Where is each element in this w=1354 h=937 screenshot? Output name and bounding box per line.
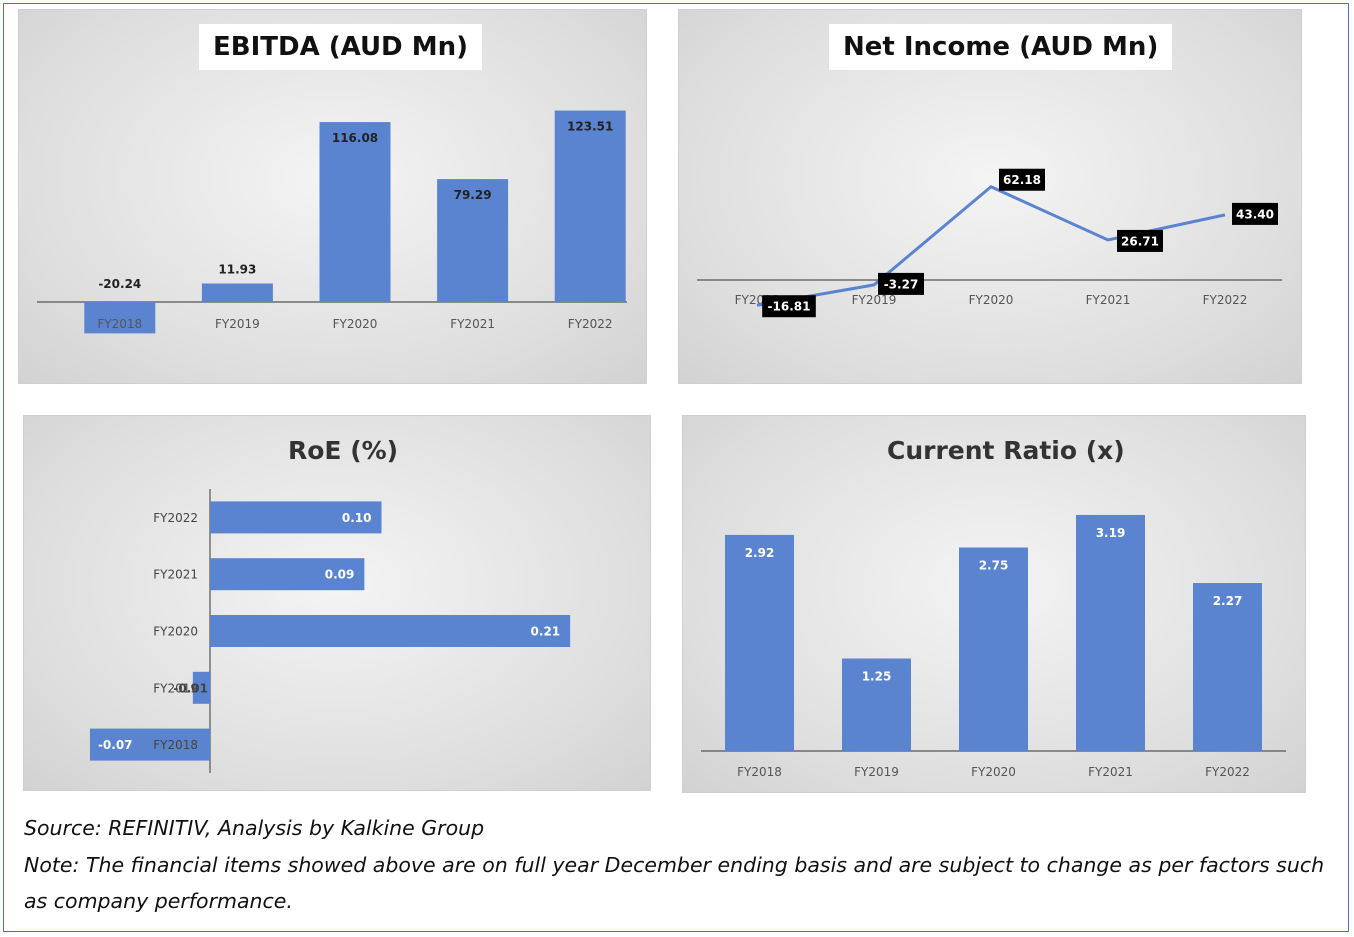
net-income-chart-panel: Net Income (AUD Mn) FY2018 FY2019 FY2020 FY… bbox=[678, 9, 1302, 384]
data-label: 116.08 bbox=[332, 131, 378, 145]
bar-fy2019 bbox=[192, 671, 210, 704]
bar-fy2022 bbox=[210, 501, 382, 534]
data-label: 79.29 bbox=[454, 188, 492, 202]
bar-fy2021 bbox=[1076, 514, 1145, 751]
data-label-box bbox=[878, 272, 924, 295]
data-label: 0.21 bbox=[531, 625, 561, 639]
data-label: 2.27 bbox=[1213, 594, 1243, 608]
x-tick-label: FY2022 bbox=[1205, 765, 1250, 779]
data-label-box bbox=[1232, 202, 1278, 225]
bar-fy2019 bbox=[842, 658, 911, 751]
y-tick-label: FY2021 bbox=[153, 568, 198, 582]
bar-fy2018 bbox=[84, 302, 156, 334]
x-tick-label: FY2021 bbox=[1086, 293, 1131, 307]
data-label: 11.93 bbox=[218, 263, 256, 277]
x-tick-label: FY2022 bbox=[1203, 293, 1248, 307]
chart-title: Current Ratio (x) bbox=[887, 436, 1125, 465]
data-label-box bbox=[999, 168, 1045, 191]
data-label: -0.07 bbox=[98, 738, 133, 752]
x-tick-label: FY2018 bbox=[97, 317, 142, 331]
image-frame bbox=[3, 3, 1349, 932]
y-tick-label: FY2020 bbox=[153, 625, 198, 639]
x-tick-label: FY2022 bbox=[568, 317, 613, 331]
data-label-box bbox=[1117, 229, 1163, 252]
bar-fy2019 bbox=[201, 283, 273, 302]
chart-title: RoE (%) bbox=[288, 436, 399, 465]
chart-title: EBITDA (AUD Mn) bbox=[199, 24, 482, 70]
data-label: -0.01 bbox=[173, 681, 208, 695]
note-text-line-2: as company performance. bbox=[24, 889, 293, 913]
current-ratio-chart-panel: Current Ratio (x) 2.92 FY2018 1.25 FY2019 2.… bbox=[682, 415, 1306, 793]
x-tick-label: FY2018 bbox=[737, 765, 782, 779]
bar-fy2022 bbox=[1193, 583, 1262, 751]
data-label: 62.18 bbox=[1003, 173, 1041, 187]
bar-fy2018 bbox=[725, 534, 794, 751]
data-label: 0.10 bbox=[342, 511, 372, 525]
bar-fy2022 bbox=[554, 110, 626, 302]
y-tick-label: FY2018 bbox=[153, 738, 198, 752]
data-label: -20.24 bbox=[98, 277, 141, 291]
data-label: 3.19 bbox=[1096, 526, 1126, 540]
x-tick-label: FY2019 bbox=[854, 765, 899, 779]
data-label-box bbox=[762, 295, 816, 318]
x-tick-label: FY2021 bbox=[1088, 765, 1133, 779]
x-tick-label: FY2019 bbox=[215, 317, 260, 331]
data-label: 43.40 bbox=[1236, 207, 1274, 221]
bar-fy2021 bbox=[437, 179, 509, 302]
chart-title: Net Income (AUD Mn) bbox=[829, 24, 1173, 70]
source-text: Source: REFINITIV, Analysis by Kalkine G… bbox=[24, 816, 485, 840]
data-label: -3.27 bbox=[884, 277, 919, 291]
roe-chart-panel: RoE (%) FY2018 -0.07 FY2019 -0.01 FY2020 0.21… bbox=[23, 415, 651, 791]
ebitda-chart-panel: EBITDA (AUD Mn) -20.24 FY2018 11.93 FY2019 1… bbox=[18, 9, 647, 384]
ebitda-chart: -20.24 FY2018 11.93 FY2019 116.08 FY2020 79.29… bbox=[37, 110, 627, 334]
bar-fy2020 bbox=[319, 122, 391, 303]
data-label: 123.51 bbox=[567, 120, 613, 134]
bar-fy2018 bbox=[89, 728, 210, 761]
data-label: 0.09 bbox=[325, 568, 355, 582]
y-tick-label: FY2022 bbox=[153, 511, 198, 525]
bar-fy2020 bbox=[210, 615, 571, 647]
data-label: -16.81 bbox=[768, 300, 811, 314]
bar-fy2020 bbox=[959, 547, 1028, 751]
x-tick-label: FY2019 bbox=[852, 293, 897, 307]
data-label: 2.92 bbox=[745, 546, 775, 560]
data-label: 2.75 bbox=[979, 559, 1009, 573]
note-text-line-1: Note: The financial items showed above a… bbox=[24, 853, 1325, 877]
roe-chart: FY2018 -0.07 FY2019-0.01 FY2020 0.21 FY2021 0.… bbox=[89, 489, 571, 773]
x-tick-label: FY2020 bbox=[969, 293, 1014, 307]
y-tick-label: FY2019 bbox=[153, 681, 198, 695]
x-tick-label: FY2020 bbox=[971, 765, 1016, 779]
current-ratio-chart: 2.92 FY2018 1.25 FY2019 2.75 FY2020 3.19 FY2021… bbox=[701, 514, 1286, 779]
x-tick-label: FY2020 bbox=[333, 317, 378, 331]
bar-fy2021 bbox=[210, 558, 365, 591]
x-tick-label: FY2021 bbox=[450, 317, 495, 331]
data-label: 26.71 bbox=[1121, 234, 1159, 248]
data-label: 1.25 bbox=[862, 670, 892, 684]
net-income-chart: FY2018 FY2019 FY2020 FY2021 FY2022-16.81-3.2… bbox=[697, 168, 1282, 318]
